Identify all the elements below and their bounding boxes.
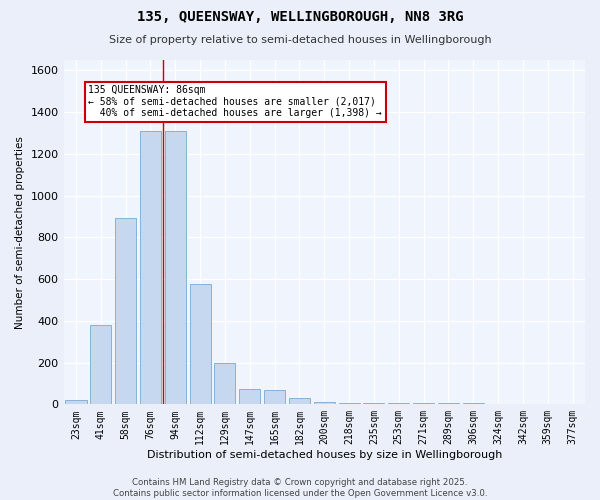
Bar: [165, 131, 186, 404]
Text: 135, QUEENSWAY, WELLINGBOROUGH, NN8 3RG: 135, QUEENSWAY, WELLINGBOROUGH, NN8 3RG: [137, 10, 463, 24]
X-axis label: Distribution of semi-detached houses by size in Wellingborough: Distribution of semi-detached houses by …: [146, 450, 502, 460]
Bar: [115, 218, 136, 404]
Bar: [140, 131, 161, 404]
Bar: [289, 398, 310, 404]
Bar: [214, 362, 235, 405]
Bar: [190, 284, 211, 405]
Bar: [314, 402, 335, 404]
Y-axis label: Number of semi-detached properties: Number of semi-detached properties: [15, 136, 25, 328]
Bar: [264, 390, 285, 404]
Bar: [90, 325, 112, 404]
Text: Contains HM Land Registry data © Crown copyright and database right 2025.
Contai: Contains HM Land Registry data © Crown c…: [113, 478, 487, 498]
Bar: [65, 400, 86, 404]
Text: Size of property relative to semi-detached houses in Wellingborough: Size of property relative to semi-detach…: [109, 35, 491, 45]
Text: 135 QUEENSWAY: 86sqm
← 58% of semi-detached houses are smaller (2,017)
  40% of : 135 QUEENSWAY: 86sqm ← 58% of semi-detac…: [88, 85, 382, 118]
Bar: [239, 388, 260, 404]
